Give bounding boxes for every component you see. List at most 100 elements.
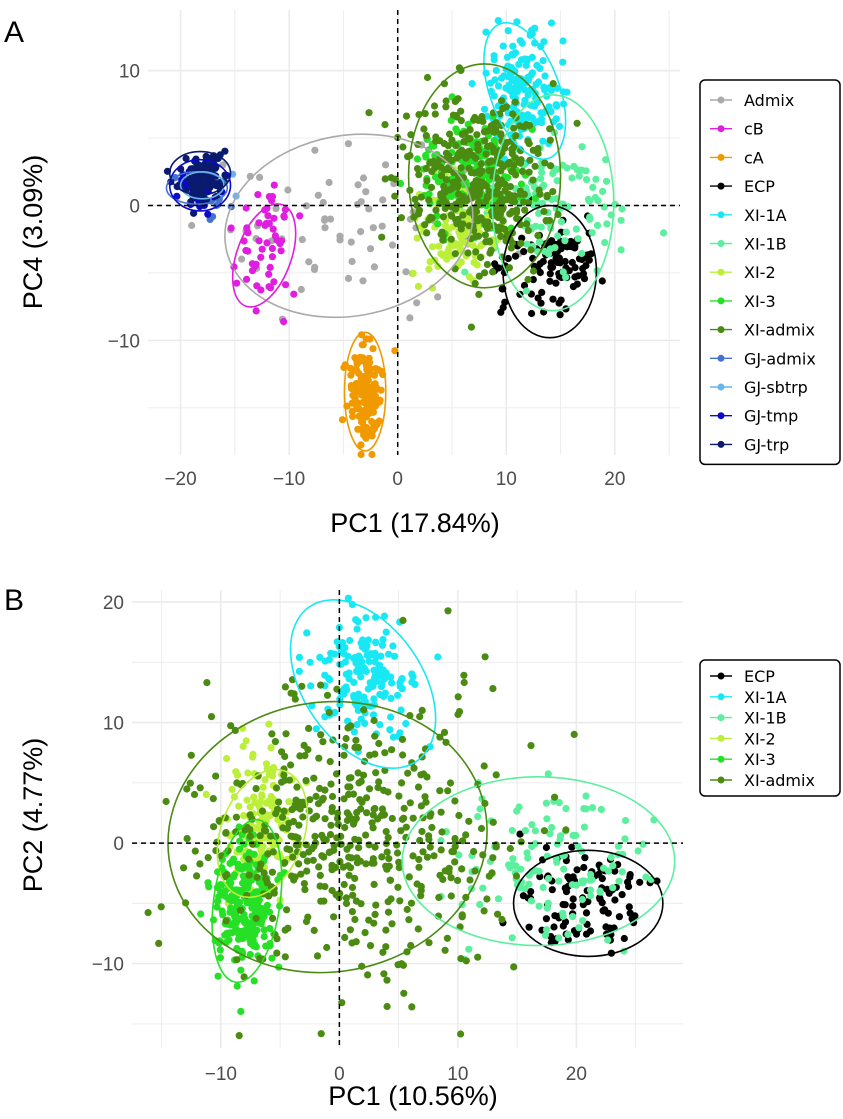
data-point xyxy=(556,122,564,130)
data-point xyxy=(582,909,591,917)
data-point xyxy=(344,594,352,602)
data-point xyxy=(267,832,275,840)
data-point xyxy=(305,258,313,266)
data-point xyxy=(532,80,540,88)
data-point xyxy=(529,276,537,284)
data-point xyxy=(494,82,503,90)
data-point xyxy=(591,193,599,202)
data-point xyxy=(290,290,298,298)
data-point xyxy=(431,173,440,181)
legend-label: cB xyxy=(744,120,764,139)
data-point xyxy=(383,1002,391,1011)
data-point xyxy=(555,877,563,885)
data-point xyxy=(382,628,390,636)
data-point xyxy=(482,28,490,36)
data-point xyxy=(461,268,469,276)
data-point xyxy=(604,936,612,944)
data-point xyxy=(423,177,431,185)
data-point xyxy=(234,860,242,868)
data-point xyxy=(443,255,451,263)
data-point xyxy=(425,196,433,204)
data-point xyxy=(252,785,260,793)
data-point xyxy=(286,846,294,854)
data-point xyxy=(540,207,548,216)
data-point xyxy=(268,954,276,962)
data-point xyxy=(395,792,403,800)
data-point xyxy=(305,848,313,856)
data-point xyxy=(455,198,463,206)
data-point xyxy=(349,790,358,798)
data-point xyxy=(446,779,455,787)
legend-label: GJ-trp xyxy=(744,435,789,454)
data-point xyxy=(585,256,593,264)
data-point xyxy=(534,149,542,158)
data-point xyxy=(472,177,480,185)
data-point xyxy=(254,899,262,907)
data-point xyxy=(490,56,498,64)
data-point xyxy=(509,855,517,863)
data-point xyxy=(474,953,482,961)
data-point xyxy=(598,277,606,285)
data-point xyxy=(498,195,506,203)
data-point xyxy=(295,821,303,829)
data-point xyxy=(474,146,482,154)
data-point xyxy=(448,136,456,144)
data-point xyxy=(458,130,466,138)
data-point xyxy=(442,103,450,111)
data-point xyxy=(295,653,303,662)
data-point xyxy=(524,854,532,862)
data-point xyxy=(466,126,474,134)
data-point xyxy=(522,61,530,69)
x-tick-label: 20 xyxy=(566,1064,587,1085)
series-Admix xyxy=(188,136,523,323)
data-point xyxy=(454,176,462,184)
data-point xyxy=(409,269,417,277)
data-point xyxy=(537,115,546,123)
data-point xyxy=(239,742,247,751)
data-point xyxy=(525,121,534,129)
data-point xyxy=(317,1030,325,1038)
data-point xyxy=(546,136,554,144)
data-point xyxy=(463,149,471,157)
data-point xyxy=(400,989,408,997)
data-point xyxy=(438,828,446,836)
data-point xyxy=(362,188,370,196)
data-point xyxy=(353,667,361,676)
data-point xyxy=(351,354,359,362)
data-point xyxy=(246,803,254,811)
legend-label: GJ-sbtrp xyxy=(744,378,808,397)
data-point xyxy=(521,86,529,94)
data-point xyxy=(414,783,423,791)
data-point xyxy=(306,796,314,804)
data-point xyxy=(542,915,551,923)
data-point xyxy=(282,281,290,289)
data-point xyxy=(494,910,502,918)
data-point xyxy=(484,127,492,135)
data-point xyxy=(498,206,506,214)
data-point xyxy=(572,225,580,233)
data-point xyxy=(406,799,414,807)
data-point xyxy=(384,788,392,796)
legend-item: XI-admix xyxy=(710,771,815,790)
data-point xyxy=(188,221,196,230)
data-point xyxy=(270,214,278,222)
data-point xyxy=(366,358,374,367)
legend-key-point xyxy=(717,734,725,742)
data-point xyxy=(302,202,310,210)
data-point xyxy=(499,104,507,112)
data-point xyxy=(464,249,472,257)
data-point xyxy=(328,804,336,812)
data-point xyxy=(370,716,378,725)
legend-item: GJ-tmp xyxy=(710,407,798,426)
data-point xyxy=(476,900,484,909)
data-point xyxy=(240,812,248,820)
legend-item: GJ-trp xyxy=(710,435,789,454)
data-point xyxy=(517,865,525,873)
data-point xyxy=(459,220,467,228)
data-point xyxy=(363,809,371,817)
data-point xyxy=(298,236,306,244)
data-point xyxy=(413,234,421,242)
data-point xyxy=(472,232,480,240)
data-point xyxy=(418,827,426,836)
data-point xyxy=(264,850,272,858)
